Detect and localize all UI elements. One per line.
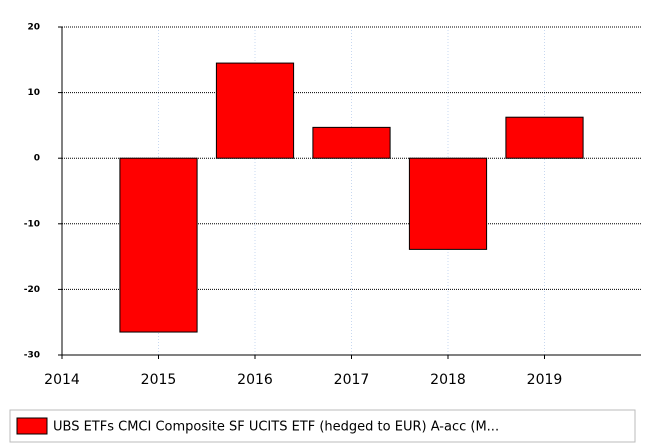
y-tick-label: 20 <box>27 23 40 33</box>
x-tick-label: 2019 <box>527 372 563 388</box>
legend-label: UBS ETFs CMCI Composite SF UCITS ETF (he… <box>53 420 499 435</box>
x-tick-label: 2017 <box>334 372 370 388</box>
y-tick-label: -20 <box>24 285 40 295</box>
y-tick-label: -10 <box>24 219 40 229</box>
bar <box>408 157 488 250</box>
x-tick-label: 2018 <box>430 372 466 388</box>
y-tick-label: 10 <box>27 88 40 98</box>
bar <box>119 157 198 333</box>
x-tick-label: 2015 <box>141 372 177 388</box>
x-tick-label: 2016 <box>237 372 273 388</box>
y-tick-label: 0 <box>34 154 40 164</box>
legend-box <box>9 409 636 443</box>
bar <box>312 126 391 159</box>
x-tick-label: 2014 <box>44 372 80 388</box>
legend-swatch <box>16 417 48 435</box>
bar <box>215 62 295 159</box>
y-tick-label: -30 <box>24 351 40 361</box>
bar <box>505 116 584 159</box>
